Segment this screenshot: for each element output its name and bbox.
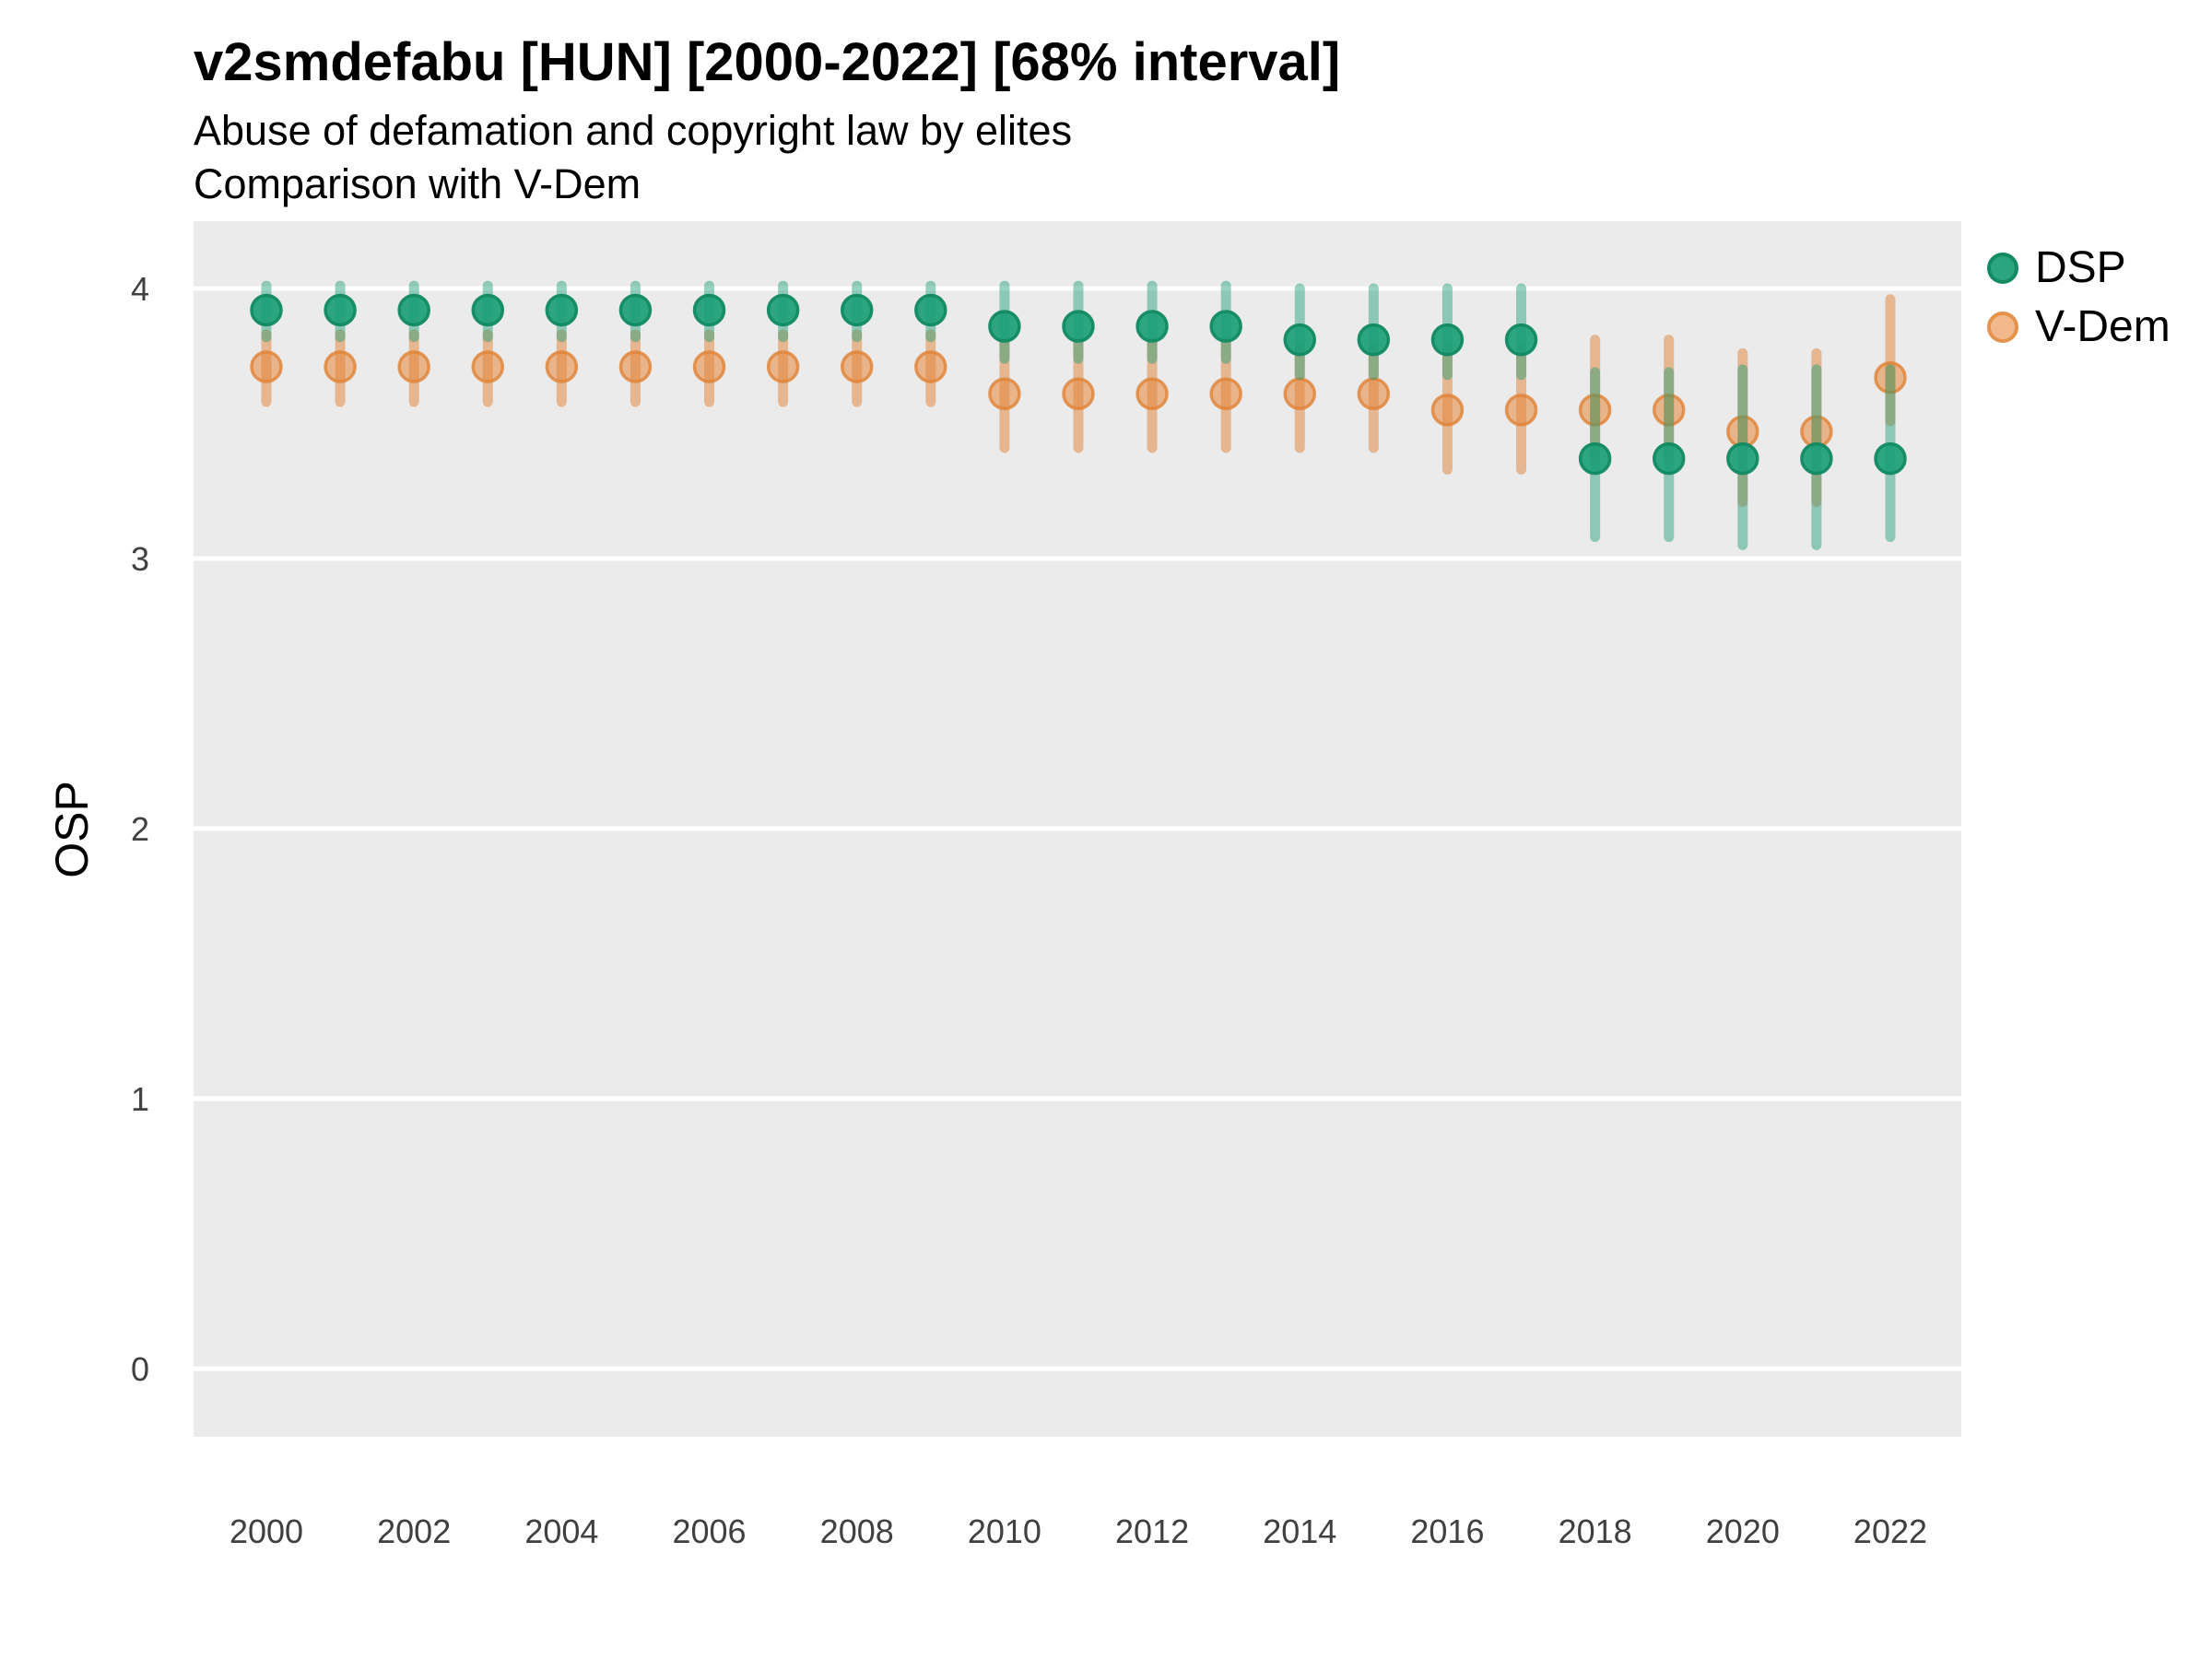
x-tick-label: 2020 xyxy=(1706,1512,1780,1550)
x-tick-label: 2018 xyxy=(1559,1512,1632,1550)
y-tick-label: 3 xyxy=(131,540,149,578)
x-tick-label: 2004 xyxy=(524,1512,598,1550)
legend: DSP V-Dem xyxy=(1987,245,2171,350)
vdem-point-2005 xyxy=(618,350,653,383)
chart-subtitle-2: Comparison with V-Dem xyxy=(194,160,641,207)
x-tick-label: 2022 xyxy=(1853,1512,1927,1550)
x-tick-label: 2012 xyxy=(1115,1512,1189,1550)
dsp-point-2002 xyxy=(397,293,430,327)
vdem-point-2015 xyxy=(1357,377,1391,411)
x-tick-label: 2010 xyxy=(968,1512,1041,1550)
dsp-point-2001 xyxy=(324,293,357,327)
legend-item-vdem: V-Dem xyxy=(1987,304,2171,350)
vdem-point-2013 xyxy=(1209,377,1242,411)
dsp-point-2015 xyxy=(1357,323,1391,357)
dsp-point-2010 xyxy=(988,310,1021,343)
y-tick-label: 4 xyxy=(131,270,149,308)
x-tick-label: 2016 xyxy=(1410,1512,1484,1550)
legend-label-dsp: DSP xyxy=(2035,243,2126,292)
vdem-point-icon xyxy=(1987,312,2018,343)
vdem-point-2006 xyxy=(692,350,726,383)
chart-subtitle: Abuse of defamation and copyright law by… xyxy=(194,107,1073,154)
dsp-point-2014 xyxy=(1283,323,1317,357)
x-tick-label: 2014 xyxy=(1263,1512,1336,1550)
y-tick-label: 0 xyxy=(131,1350,149,1388)
vdem-point-2014 xyxy=(1283,377,1317,411)
vdem-point-2003 xyxy=(471,350,505,383)
dsp-point-2009 xyxy=(914,293,947,327)
dsp-point-icon xyxy=(1987,253,2018,284)
dsp-point-2012 xyxy=(1135,310,1169,343)
vdem-point-2016 xyxy=(1430,394,1465,427)
x-tick-label: 2000 xyxy=(229,1512,303,1550)
dsp-point-2016 xyxy=(1430,323,1465,357)
dsp-point-2005 xyxy=(618,293,653,327)
dsp-point-2018 xyxy=(1578,441,1612,476)
dsp-point-2007 xyxy=(766,293,800,327)
vdem-point-2018 xyxy=(1578,394,1612,427)
vdem-point-2019 xyxy=(1652,394,1686,427)
dsp-point-2008 xyxy=(840,293,874,327)
vdem-point-2001 xyxy=(324,350,357,383)
vdem-point-2022 xyxy=(1874,360,1907,394)
dsp-point-2017 xyxy=(1504,323,1538,357)
dsp-point-2021 xyxy=(1800,441,1833,476)
dsp-point-2013 xyxy=(1209,310,1242,343)
x-tick-label: 2006 xyxy=(672,1512,746,1550)
x-tick-label: 2008 xyxy=(820,1512,894,1550)
vdem-point-2011 xyxy=(1062,377,1095,411)
dsp-point-2000 xyxy=(250,293,283,327)
vdem-point-2000 xyxy=(250,350,283,383)
dsp-point-2004 xyxy=(545,293,579,327)
dsp-point-2019 xyxy=(1652,441,1686,476)
vdem-point-2004 xyxy=(545,350,579,383)
dsp-point-2020 xyxy=(1726,441,1759,476)
vdem-point-2009 xyxy=(914,350,947,383)
vdem-point-2002 xyxy=(397,350,430,383)
x-tick-label: 2002 xyxy=(377,1512,451,1550)
dsp-point-2022 xyxy=(1874,441,1907,476)
vdem-point-2010 xyxy=(988,377,1021,411)
vdem-point-2008 xyxy=(840,350,874,383)
vdem-point-2007 xyxy=(766,350,800,383)
dsp-point-2003 xyxy=(471,293,505,327)
vdem-point-2012 xyxy=(1135,377,1169,411)
dsp-point-2006 xyxy=(692,293,726,327)
y-tick-label: 2 xyxy=(131,810,149,848)
legend-label-vdem: V-Dem xyxy=(2035,302,2171,351)
y-tick-label: 1 xyxy=(131,1080,149,1118)
y-axis-title: OSP xyxy=(46,781,98,878)
legend-item-dsp: DSP xyxy=(1987,245,2171,291)
dsp-point-2011 xyxy=(1062,310,1095,343)
vdem-point-2017 xyxy=(1504,394,1538,427)
chart-title: v2smdefabu [HUN] [2000-2022] [68% interv… xyxy=(194,32,1341,92)
